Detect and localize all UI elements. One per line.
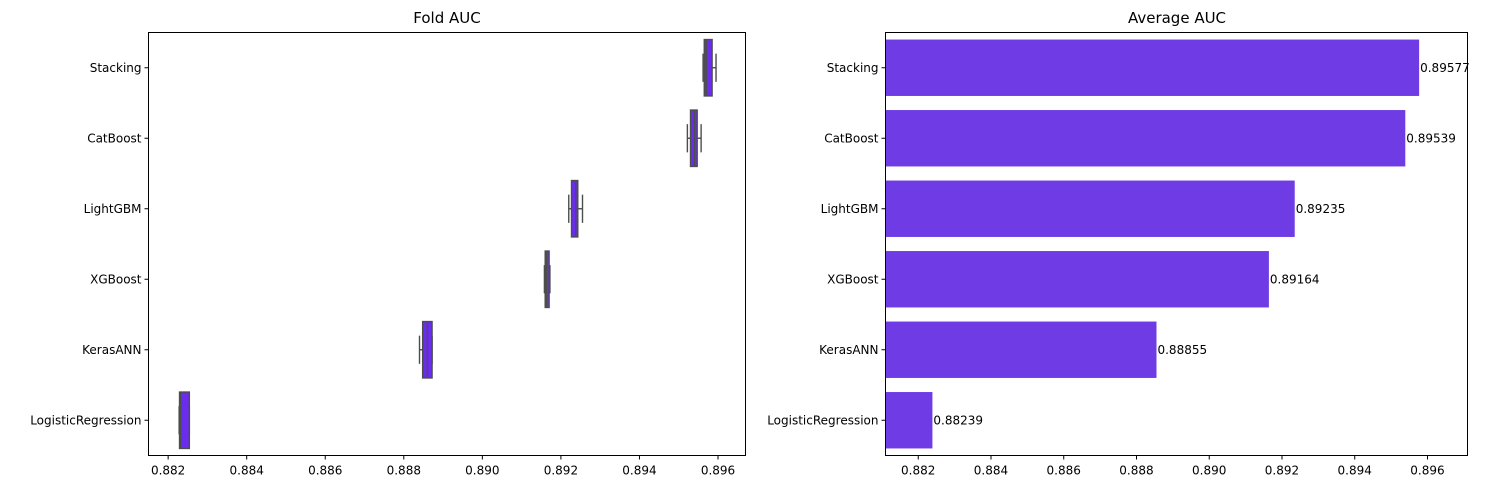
bar-value-label: 0.89235	[1296, 202, 1346, 216]
bar-catboost	[885, 110, 1406, 167]
bar-value-label: 0.89164	[1270, 272, 1320, 286]
average-auc-category-label: Stacking	[827, 61, 879, 75]
average-auc-category-label: CatBoost	[824, 131, 879, 145]
average-auc-x-tick-label: 0.888	[1119, 464, 1153, 478]
average-auc-value-labels: 0.89577 0.89539 0.89235 0.89164 0.88855 0.882…	[933, 61, 1469, 428]
fold-auc-category-label: Stacking	[90, 61, 142, 75]
bar-value-label: 0.89539	[1406, 131, 1456, 145]
average-auc-x-tick-label: 0.884	[974, 464, 1008, 478]
bar-stacking	[885, 39, 1420, 96]
box-xgboost	[544, 250, 550, 309]
fold-auc-category-label: CatBoost	[87, 131, 142, 145]
fold-auc-panel: Fold AUC 0.882 0.884 0.886 0.888 0.890 0.892 0…	[30, 9, 746, 478]
box-stacking	[703, 38, 713, 97]
bar-xgboost	[885, 251, 1269, 308]
fold-auc-x-tick-label: 0.894	[622, 464, 656, 478]
fold-auc-category-label: KerasANN	[82, 343, 141, 357]
bar-value-label: 0.88855	[1157, 343, 1207, 357]
average-auc-x-tick-label: 0.886	[1047, 464, 1081, 478]
box-logisticregression	[178, 391, 191, 450]
fold-auc-category-label: XGBoost	[90, 272, 142, 286]
fold-auc-category-label: LightGBM	[84, 202, 142, 216]
fold-auc-x-tick-label: 0.890	[465, 464, 499, 478]
average-auc-category-label: LogisticRegression	[767, 413, 878, 427]
bar-value-label: 0.88239	[933, 413, 983, 427]
fold-auc-boxes	[178, 38, 717, 450]
fold-auc-title: Fold AUC	[413, 9, 480, 27]
average-auc-category-label: KerasANN	[819, 343, 878, 357]
fold-auc-x-axis: 0.882 0.884 0.886 0.888 0.890 0.892 0.894 0.896	[151, 455, 735, 478]
bar-lightgbm	[885, 180, 1295, 237]
fold-auc-plot-frame	[148, 32, 746, 456]
average-auc-x-tick-label: 0.894	[1338, 464, 1372, 478]
fold-auc-x-tick-label: 0.884	[230, 464, 264, 478]
average-auc-panel: Average AUC 0.882 0.884 0.886 0.888 0.890 0.8…	[767, 9, 1470, 478]
average-auc-title: Average AUC	[1128, 9, 1226, 27]
bar-value-label: 0.89577	[1420, 61, 1470, 75]
bar-kerasann	[885, 321, 1157, 378]
fold-auc-category-label: LogisticRegression	[30, 413, 141, 427]
fold-auc-x-tick-label: 0.892	[544, 464, 578, 478]
average-auc-x-tick-label: 0.892	[1265, 464, 1299, 478]
average-auc-x-tick-label: 0.882	[901, 464, 935, 478]
fold-auc-y-axis: Stacking CatBoost LightGBM XGBoost KerasANN L…	[30, 61, 149, 427]
average-auc-y-axis: Stacking CatBoost LightGBM XGBoost KerasANN L…	[767, 61, 886, 427]
fold-auc-x-tick-label: 0.882	[151, 464, 185, 478]
average-auc-x-axis: 0.882 0.884 0.886 0.888 0.890 0.892 0.894 0.896	[901, 455, 1445, 478]
average-auc-bars	[885, 39, 1420, 449]
average-auc-x-tick-label: 0.890	[1192, 464, 1226, 478]
average-auc-category-label: LightGBM	[821, 202, 879, 216]
average-auc-x-tick-label: 0.896	[1410, 464, 1444, 478]
fold-auc-x-tick-label: 0.888	[387, 464, 421, 478]
average-auc-plot-frame	[885, 32, 1468, 456]
fold-auc-x-tick-label: 0.886	[308, 464, 342, 478]
average-auc-category-label: XGBoost	[827, 272, 879, 286]
bar-logisticregression	[885, 392, 933, 449]
box-lightgbm	[570, 179, 579, 238]
fold-auc-x-tick-label: 0.896	[701, 464, 735, 478]
